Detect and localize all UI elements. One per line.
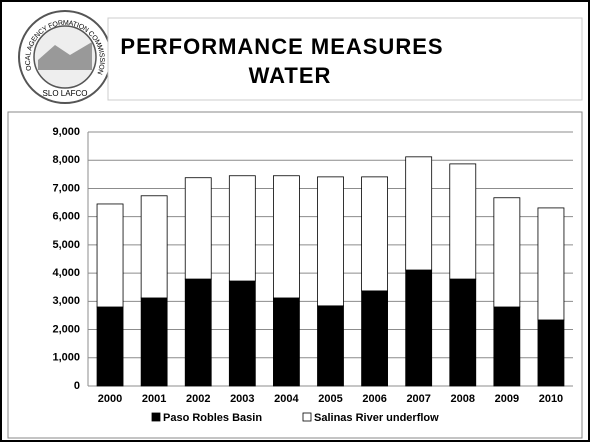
x-tick-label: 2010 <box>539 393 563 405</box>
logo-banner: SLO LAFCO <box>43 89 88 98</box>
x-tick-label: 2001 <box>142 393 166 405</box>
y-tick-label: 7,000 <box>52 182 80 194</box>
x-tick-label: 2006 <box>362 393 386 405</box>
legend-label: Paso Robles Basin <box>163 412 262 424</box>
bar-segment <box>273 175 300 299</box>
bar-segment <box>317 305 344 387</box>
x-tick-label: 2000 <box>98 393 122 405</box>
legend-label: Salinas River underflow <box>314 412 439 424</box>
y-tick-label: 6,000 <box>52 211 80 223</box>
bar-segment <box>449 278 477 387</box>
x-tick-label: 2003 <box>230 393 254 405</box>
x-tick-label: 2002 <box>186 393 210 405</box>
bar-segment <box>228 175 256 282</box>
y-tick-label: 9,000 <box>52 126 80 138</box>
bar-segment <box>493 197 521 308</box>
bar-segment <box>493 306 521 387</box>
bar-segment <box>184 278 212 387</box>
x-tick-label: 2009 <box>495 393 519 405</box>
bar-segment <box>449 163 477 280</box>
x-tick-label: 2004 <box>274 393 299 405</box>
bar-segment <box>537 319 565 387</box>
bar-segment <box>317 176 344 307</box>
x-tick-label: 2005 <box>318 393 342 405</box>
bar-segment <box>405 156 433 271</box>
bar-segment <box>361 290 388 387</box>
y-tick-label: 2,000 <box>52 323 80 335</box>
bar-segment <box>140 297 168 387</box>
y-tick-label: 0 <box>74 380 80 392</box>
bar-segment <box>361 176 388 292</box>
bar-segment <box>140 195 168 299</box>
logo-hills <box>38 42 92 70</box>
bar-segment <box>273 297 300 387</box>
bar-segment <box>228 280 256 387</box>
x-tick-label: 2007 <box>406 393 430 405</box>
bar-segment <box>184 177 212 280</box>
y-tick-label: 5,000 <box>52 239 80 251</box>
y-tick-label: 4,000 <box>52 267 80 279</box>
legend-swatch <box>151 412 161 422</box>
y-tick-label: 8,000 <box>52 154 80 166</box>
bar-segment <box>96 306 124 387</box>
chart: 0 1,000 2,000 3,000 4,000 5,000 6,000 7,000 8,00… <box>52 126 573 424</box>
title-line: WATER <box>249 63 332 88</box>
title-box <box>107 17 583 101</box>
bar-segment <box>96 203 124 308</box>
x-tick-label: 2008 <box>451 393 475 405</box>
title-line: PERFORMANCE MEASURES <box>120 34 443 59</box>
y-tick-label: 1,000 <box>52 352 80 364</box>
bar-segment <box>537 207 565 321</box>
bar-segment <box>405 269 433 387</box>
y-tick-label: 3,000 <box>52 295 80 307</box>
legend-swatch <box>302 412 312 422</box>
